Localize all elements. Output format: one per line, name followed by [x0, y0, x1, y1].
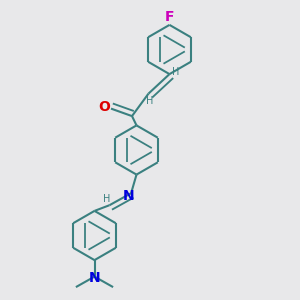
- Text: F: F: [165, 11, 174, 24]
- Text: N: N: [123, 189, 134, 202]
- Text: H: H: [172, 67, 180, 77]
- Text: H: H: [103, 194, 110, 204]
- Text: H: H: [146, 96, 154, 106]
- Text: N: N: [89, 271, 100, 285]
- Text: O: O: [98, 100, 110, 114]
